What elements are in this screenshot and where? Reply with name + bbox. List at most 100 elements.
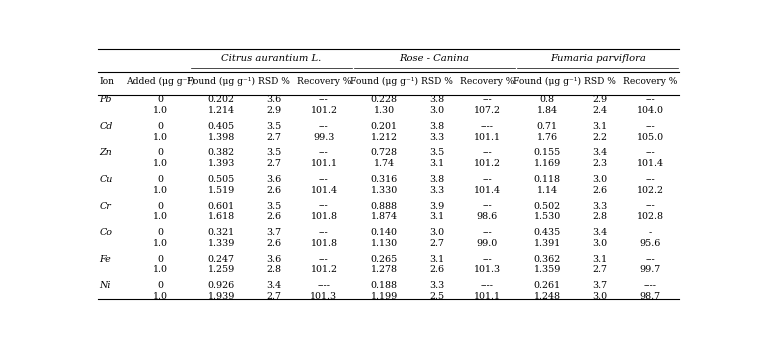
Text: 3.4: 3.4 <box>266 281 281 290</box>
Text: 1.0: 1.0 <box>153 239 168 248</box>
Text: 3.3: 3.3 <box>429 186 444 195</box>
Text: ---: --- <box>319 255 329 264</box>
Text: 2.7: 2.7 <box>429 239 444 248</box>
Text: 2.7: 2.7 <box>592 265 607 274</box>
Text: 0.155: 0.155 <box>534 148 561 157</box>
Text: 1.0: 1.0 <box>153 186 168 195</box>
Text: ---: --- <box>319 95 329 104</box>
Text: ---: --- <box>482 201 492 210</box>
Text: 0: 0 <box>158 255 164 264</box>
Text: ----: ---- <box>481 122 493 131</box>
Text: 0.601: 0.601 <box>208 201 235 210</box>
Text: 105.0: 105.0 <box>637 132 664 141</box>
Text: 2.8: 2.8 <box>266 265 281 274</box>
Text: ---: --- <box>319 175 329 184</box>
Text: 0: 0 <box>158 281 164 290</box>
Text: 99.0: 99.0 <box>477 239 498 248</box>
Text: 101.4: 101.4 <box>637 159 664 168</box>
Text: 1.391: 1.391 <box>534 239 561 248</box>
Text: 0: 0 <box>158 175 164 184</box>
Text: 101.8: 101.8 <box>311 239 337 248</box>
Text: 101.3: 101.3 <box>310 292 337 301</box>
Text: 0.118: 0.118 <box>534 175 561 184</box>
Text: RSD %: RSD % <box>584 77 615 86</box>
Text: 0.202: 0.202 <box>208 95 234 104</box>
Text: 101.2: 101.2 <box>311 106 337 115</box>
Text: Ni: Ni <box>99 281 111 290</box>
Text: ----: ---- <box>644 281 656 290</box>
Text: ---: --- <box>645 122 655 131</box>
Text: 101.4: 101.4 <box>474 186 500 195</box>
Text: ---: --- <box>645 201 655 210</box>
Text: 3.0: 3.0 <box>592 175 607 184</box>
Text: 3.5: 3.5 <box>266 148 281 157</box>
Text: 0.382: 0.382 <box>208 148 235 157</box>
Text: ---: --- <box>482 255 492 264</box>
Text: 2.3: 2.3 <box>592 159 607 168</box>
Text: ---: --- <box>482 228 492 237</box>
Text: 2.9: 2.9 <box>592 95 607 104</box>
Text: 1.0: 1.0 <box>153 292 168 301</box>
Text: 3.0: 3.0 <box>592 292 607 301</box>
Text: Recovery %: Recovery % <box>296 77 351 86</box>
Text: 1.0: 1.0 <box>153 159 168 168</box>
Text: 1.130: 1.130 <box>371 239 398 248</box>
Text: 0: 0 <box>158 148 164 157</box>
Text: 0.435: 0.435 <box>534 228 561 237</box>
Text: 2.4: 2.4 <box>592 106 607 115</box>
Text: 3.0: 3.0 <box>429 228 444 237</box>
Text: 3.3: 3.3 <box>429 281 444 290</box>
Text: 101.1: 101.1 <box>474 132 500 141</box>
Text: 0.8: 0.8 <box>540 95 555 104</box>
Text: 101.2: 101.2 <box>311 265 337 274</box>
Text: Found (μg g⁻¹): Found (μg g⁻¹) <box>513 77 581 87</box>
Text: 1.259: 1.259 <box>208 265 235 274</box>
Text: 2.7: 2.7 <box>266 132 281 141</box>
Text: 1.519: 1.519 <box>208 186 235 195</box>
Text: 1.0: 1.0 <box>153 265 168 274</box>
Text: ----: ---- <box>318 281 330 290</box>
Text: 101.8: 101.8 <box>311 212 337 221</box>
Text: 2.6: 2.6 <box>592 186 607 195</box>
Text: RSD %: RSD % <box>258 77 290 86</box>
Text: 99.3: 99.3 <box>313 132 334 141</box>
Text: 0.247: 0.247 <box>208 255 234 264</box>
Text: 0.316: 0.316 <box>371 175 398 184</box>
Text: 1.214: 1.214 <box>208 106 234 115</box>
Text: 101.2: 101.2 <box>474 159 500 168</box>
Text: 95.6: 95.6 <box>640 239 661 248</box>
Text: 1.30: 1.30 <box>374 106 395 115</box>
Text: 3.9: 3.9 <box>429 201 444 210</box>
Text: 0: 0 <box>158 95 164 104</box>
Text: 3.5: 3.5 <box>429 148 444 157</box>
Text: 0.362: 0.362 <box>534 255 561 264</box>
Text: 1.84: 1.84 <box>537 106 558 115</box>
Text: 2.6: 2.6 <box>266 186 281 195</box>
Text: 1.76: 1.76 <box>537 132 558 141</box>
Text: 0.502: 0.502 <box>534 201 561 210</box>
Text: 1.618: 1.618 <box>208 212 235 221</box>
Text: Ion: Ion <box>99 77 114 86</box>
Text: ---: --- <box>319 122 329 131</box>
Text: 0.728: 0.728 <box>371 148 398 157</box>
Text: 1.939: 1.939 <box>208 292 235 301</box>
Text: 3.5: 3.5 <box>266 201 281 210</box>
Text: 3.1: 3.1 <box>429 212 444 221</box>
Text: ---: --- <box>645 175 655 184</box>
Text: ---: --- <box>319 201 329 210</box>
Text: Found (μg g⁻¹): Found (μg g⁻¹) <box>187 77 255 87</box>
Text: 1.393: 1.393 <box>208 159 235 168</box>
Text: Fumaria parviflora: Fumaria parviflora <box>550 53 646 62</box>
Text: 0: 0 <box>158 228 164 237</box>
Text: 3.4: 3.4 <box>592 228 607 237</box>
Text: Recovery %: Recovery % <box>460 77 514 86</box>
Text: Zn: Zn <box>99 148 112 157</box>
Text: 1.330: 1.330 <box>371 186 398 195</box>
Text: 3.0: 3.0 <box>592 239 607 248</box>
Text: 1.398: 1.398 <box>208 132 235 141</box>
Text: 2.5: 2.5 <box>429 292 444 301</box>
Text: 101.1: 101.1 <box>474 292 500 301</box>
Text: 2.6: 2.6 <box>266 212 281 221</box>
Text: 1.0: 1.0 <box>153 106 168 115</box>
Text: 3.7: 3.7 <box>592 281 607 290</box>
